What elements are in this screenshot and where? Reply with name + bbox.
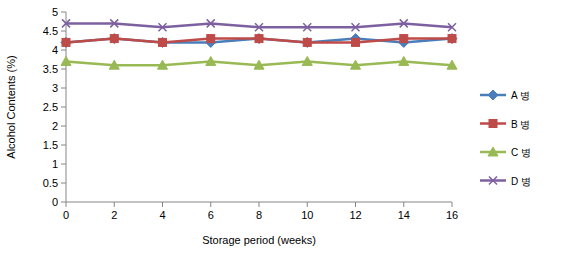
series-marker (254, 60, 264, 69)
x-tick-label: 4 (159, 209, 165, 221)
x-tick (452, 202, 453, 207)
y-tick-label: 3.5 (43, 63, 58, 75)
x-tick (210, 202, 211, 207)
series (62, 35, 456, 47)
series-marker (110, 35, 118, 43)
series-marker (159, 38, 167, 46)
series-marker (447, 60, 457, 69)
y-tick (61, 12, 66, 13)
y-tick-label: 2 (52, 120, 58, 132)
y-tick (61, 31, 66, 32)
x-tick (114, 202, 115, 207)
x-tick (355, 202, 356, 207)
y-tick-label: 4.5 (43, 25, 58, 37)
y-tick-label: 3 (52, 82, 58, 94)
series-marker (254, 34, 264, 44)
legend-label: B 병 (511, 119, 530, 130)
series-marker (302, 37, 312, 47)
x-tick-label: 10 (301, 209, 313, 221)
series (62, 19, 456, 31)
series-marker (400, 19, 408, 27)
series (61, 56, 457, 69)
y-tick-label: 4 (52, 44, 58, 56)
y-tick (61, 145, 66, 146)
series-marker (351, 60, 361, 69)
x-tick-label: 2 (111, 209, 117, 221)
series-marker (255, 35, 263, 43)
series (61, 34, 457, 48)
y-tick (61, 50, 66, 51)
x-tick (307, 202, 308, 207)
y-tick (61, 164, 66, 165)
y-tick (61, 88, 66, 89)
x-tick (403, 202, 404, 207)
series-marker (206, 56, 216, 65)
y-tick-label: 1.5 (43, 139, 58, 151)
series-marker (352, 23, 360, 31)
legend-marker (488, 147, 498, 156)
y-tick-label: 0.5 (43, 177, 58, 189)
x-tick (259, 202, 260, 207)
series-marker (159, 23, 167, 31)
x-tick (162, 202, 163, 207)
y-tick-label: 0 (52, 196, 58, 208)
legend-label: C 병 (511, 147, 531, 158)
x-axis-label: Storage period (weeks) (202, 234, 316, 246)
y-tick (61, 107, 66, 108)
x-tick-label: 6 (208, 209, 214, 221)
chart: 0 0.5 1 1.5 2 2.5 3 3.5 4 4.5 5 0 2 4 6 8 10 12 14 16 Storag… (0, 0, 567, 265)
y-tick-label: 2.5 (43, 101, 58, 113)
series-marker (158, 37, 168, 47)
series-marker (109, 60, 119, 69)
legend-marker (488, 90, 498, 100)
legend: A 병 B 병 C 병 D 병 (480, 90, 531, 187)
x-tick-label: 16 (446, 209, 458, 221)
y-axis-label: Alcohol Contents (%) (5, 55, 17, 158)
legend-marker (489, 120, 497, 128)
plot-area (61, 19, 457, 69)
series-marker (302, 56, 312, 65)
series-marker (448, 23, 456, 31)
series-marker (399, 56, 409, 65)
x-tick-label: 14 (398, 209, 410, 221)
series-marker (109, 34, 119, 44)
legend-label: A 병 (511, 90, 530, 101)
series-marker (303, 38, 311, 46)
series-marker (255, 23, 263, 31)
y-tick-label: 1 (52, 158, 58, 170)
series-marker (110, 19, 118, 27)
legend-label: D 병 (511, 176, 531, 187)
x-tick (66, 202, 67, 207)
series-marker (158, 60, 168, 69)
series-marker (303, 23, 311, 31)
y-tick (61, 69, 66, 70)
series-marker (62, 38, 70, 46)
y-tick (61, 183, 66, 184)
series-marker (207, 35, 215, 43)
series-marker (61, 37, 71, 47)
series-marker (447, 34, 457, 44)
y-tick-label: 5 (52, 6, 58, 18)
series-marker (61, 56, 71, 65)
series-marker (207, 19, 215, 27)
series-marker (448, 35, 456, 43)
y-tick (61, 126, 66, 127)
legend-marker (489, 177, 497, 185)
series-marker (62, 19, 70, 27)
y-tick (61, 202, 66, 203)
series-marker (400, 35, 408, 43)
x-tick-label: 0 (63, 209, 69, 221)
series-marker (352, 38, 360, 46)
x-tick-label: 8 (256, 209, 262, 221)
x-tick-label: 12 (349, 209, 361, 221)
